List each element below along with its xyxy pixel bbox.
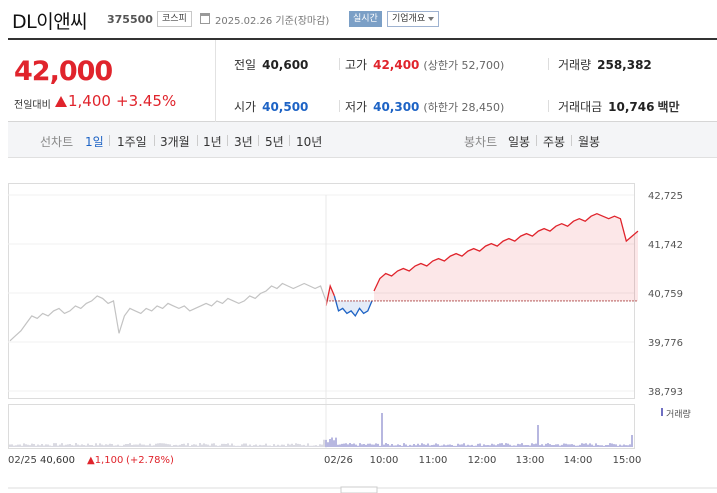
volume-stat: 거래량 258,382 [558,56,652,73]
volume-legend-swatch [661,408,663,416]
tab-1y[interactable]: 1년 [203,135,222,149]
divider [154,135,155,146]
volume-legend-label: 거래량 [666,408,691,420]
divider [536,135,537,146]
amount-value: 10,746 [608,100,655,114]
amount-stat: 거래대금 10,746 백만 [558,98,680,115]
low-label: 저가 [345,100,368,114]
tab-10y[interactable]: 10년 [296,135,323,149]
x-tick-label: 02/26 [324,455,353,466]
x-tick-label: 15:00 [613,455,642,466]
up-arrow-icon [55,96,67,107]
open-label: 시가 [234,100,257,114]
prev-day-change: ▲1,100 [87,455,123,466]
price-chart-svg: 42,725 41,742 40,759 39,776 38,793 거래량 02/25 02… [8,183,717,493]
plot-frame [8,183,635,399]
company-overview-button[interactable]: 기업개요 [387,11,440,27]
prev-close-value: 40,600 [262,58,309,72]
high-stat: 고가 42,400 (상한가 52,700) [345,56,504,73]
intraday-chart: 42,725 41,742 40,759 39,776 38,793 거래량 02/25 02… [8,183,717,493]
divider [289,135,290,146]
base-date: 2025.02.26 기준(장마감) [215,16,330,27]
divider [215,40,216,122]
stock-name[interactable]: DL이앤씨 [12,11,88,33]
chevron-down-icon [428,16,435,21]
tab-monthly[interactable]: 월봉 [578,135,601,149]
series-line-open-up [325,283,335,307]
x-tick-label: 10:00 [370,455,399,466]
area-fill-up [374,213,638,301]
low-value: 40,300 [373,100,420,114]
change-percent: +3.45% [116,92,177,110]
y-tick-label: 40,759 [648,289,683,300]
divider [109,135,110,146]
divider [339,58,340,70]
divider [548,58,549,70]
series-line-prev-day [9,282,327,342]
current-price: 42,000 [14,56,113,87]
volume-label: 거래량 [558,58,592,72]
divider [258,135,259,146]
volume-frame [8,404,635,449]
y-tick-label: 41,742 [648,240,683,251]
price-summary: 42,000 전일대비 1,400 +3.45% 전일 40,600 고가 42,4… [8,38,717,122]
change-value: 1,400 [68,92,111,110]
prev-day-price: 40,600 [40,455,75,466]
divider [571,135,572,146]
x-tick-label: 12:00 [468,455,497,466]
amount-label: 거래대금 [558,100,603,114]
realtime-button[interactable]: 실시간 [349,11,382,27]
divider [197,135,198,146]
lower-limit: (하한가 28,450) [423,101,505,114]
series-line-down [333,295,373,318]
y-tick-label: 38,793 [648,387,683,398]
tab-daily[interactable]: 일봉 [508,135,531,149]
prev-day-pct: (+2.78%) [126,455,174,466]
series-line-today [373,212,639,292]
prev-close-label: 전일 [234,58,257,72]
prev-close-stat: 전일 40,600 [234,56,308,73]
open-stat: 시가 40,500 [234,98,308,115]
divider [227,135,228,146]
divider [548,100,549,112]
area-fill-down [334,295,372,316]
candle-chart-label: 봉차트 [464,135,498,149]
stock-header: DL이앤씨 375500 코스피 2025.02.26 기준(장마감) 실시간 … [0,0,717,38]
market-badge: 코스피 [157,11,192,27]
open-value: 40,500 [262,100,309,114]
tab-weekly[interactable]: 주봉 [543,135,566,149]
tab-1w[interactable]: 1주일 [117,135,147,149]
high-value: 42,400 [373,58,420,72]
x-tick-label: 11:00 [419,455,448,466]
tab-3y[interactable]: 3년 [234,135,253,149]
line-chart-label: 선차트 [40,135,74,149]
chart-period-tabs: 선차트 1일 1주일 3개월 1년 3년 5년 10년 봉차트 일봉 주봉 월봉 [8,122,717,158]
upper-limit: (상한가 52,700) [423,59,505,72]
stock-code: 375500 [107,13,153,26]
x-tick-label: 13:00 [516,455,545,466]
high-label: 고가 [345,58,368,72]
tab-1d[interactable]: 1일 [85,135,104,149]
volume-value: 258,382 [597,58,652,72]
change-label: 전일대비 [14,100,51,111]
amount-unit: 백만 [657,100,680,114]
low-stat: 저가 40,300 (하한가 28,450) [345,98,504,115]
resize-handle [340,486,378,493]
divider [339,100,340,112]
x-tick-label: 14:00 [564,455,593,466]
company-overview-label: 기업개요 [392,14,426,24]
tab-5y[interactable]: 5년 [265,135,284,149]
x-tick-label: 02/25 [8,455,37,466]
calendar-icon [200,13,210,24]
tab-3m[interactable]: 3개월 [160,135,190,149]
y-tick-label: 39,776 [648,338,683,349]
y-tick-label: 42,725 [648,191,683,202]
